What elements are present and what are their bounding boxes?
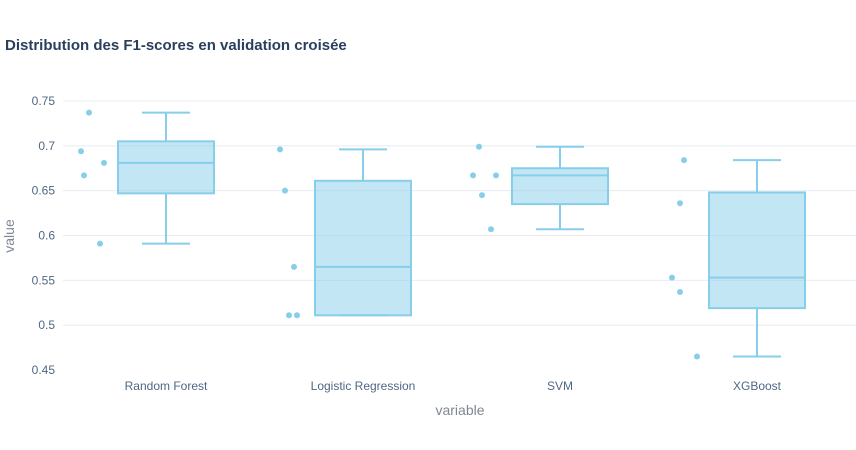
data-point [677, 200, 683, 207]
box-iqr [511, 167, 609, 206]
x-tick-label: Random Forest [125, 379, 208, 393]
data-point [277, 146, 283, 153]
x-tick-label: SVM [547, 379, 573, 393]
x-axis-ticks: Random Forest Logistic Regression SVM XGBoo… [125, 379, 782, 393]
box-iqr [117, 140, 215, 195]
data-point [681, 157, 687, 164]
data-point [669, 274, 675, 281]
box-iqr [314, 179, 412, 317]
box-1 [78, 109, 215, 247]
box-2 [277, 146, 412, 319]
data-point [78, 148, 84, 155]
box-iqr [708, 191, 806, 310]
box-3 [470, 143, 609, 233]
y-axis-title: value [1, 219, 17, 253]
y-tick-label: 0.45 [32, 363, 56, 377]
data-point [476, 143, 482, 150]
box-4 [669, 157, 806, 360]
y-tick-label: 0.75 [32, 94, 56, 108]
y-axis-ticks: 0.45 0.5 0.55 0.6 0.65 0.7 0.75 [32, 94, 56, 377]
data-point [81, 172, 87, 179]
y-tick-label: 0.7 [38, 139, 55, 153]
data-point [282, 187, 288, 194]
data-point [479, 192, 485, 199]
data-point [101, 159, 107, 166]
y-tick-label: 0.5 [38, 318, 55, 332]
x-tick-label: XGBoost [733, 379, 782, 393]
x-tick-label: Logistic Regression [311, 379, 416, 393]
data-point [97, 240, 103, 247]
data-point [86, 109, 92, 116]
data-point [470, 172, 476, 179]
y-tick-label: 0.6 [38, 229, 55, 243]
data-point [294, 312, 300, 319]
chart-title: Distribution des F1-scores en validation… [5, 37, 347, 54]
y-tick-label: 0.65 [32, 184, 56, 198]
box-series [78, 109, 806, 360]
data-point [286, 312, 292, 319]
data-point [694, 353, 700, 360]
data-point [493, 172, 499, 179]
data-point [677, 288, 683, 295]
x-axis-title: variable [435, 402, 484, 418]
y-tick-label: 0.55 [32, 273, 56, 287]
data-point [291, 263, 297, 270]
data-point [488, 226, 494, 233]
